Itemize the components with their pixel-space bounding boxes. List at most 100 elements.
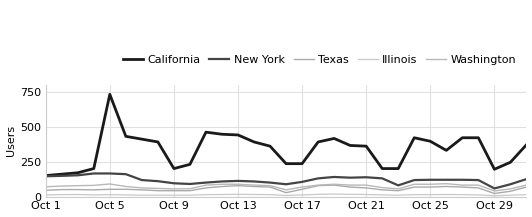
Washington: [395, 187, 402, 190]
Washington: [507, 187, 513, 190]
Texas: [491, 192, 497, 195]
Washington: [411, 183, 418, 186]
Washington: [106, 183, 113, 185]
Washington: [171, 187, 177, 190]
Illinois: [123, 194, 129, 196]
Washington: [299, 186, 305, 188]
Illinois: [459, 193, 466, 196]
California: [443, 149, 450, 152]
Illinois: [267, 193, 273, 196]
California: [155, 141, 161, 143]
Line: Texas: Texas: [46, 185, 527, 194]
Illinois: [171, 194, 177, 196]
Line: Illinois: Illinois: [46, 194, 527, 196]
Illinois: [251, 193, 257, 196]
Washington: [203, 184, 209, 186]
New York: [123, 173, 129, 176]
Line: New York: New York: [46, 173, 527, 188]
Texas: [74, 188, 81, 191]
Texas: [251, 185, 257, 188]
California: [379, 167, 385, 170]
New York: [379, 177, 385, 180]
Washington: [491, 190, 497, 192]
Washington: [331, 183, 337, 186]
Texas: [459, 186, 466, 188]
New York: [235, 180, 241, 182]
New York: [251, 180, 257, 183]
California: [59, 173, 65, 176]
Illinois: [507, 194, 513, 196]
Texas: [59, 188, 65, 191]
California: [123, 135, 129, 138]
Texas: [171, 189, 177, 192]
New York: [331, 176, 337, 178]
Texas: [411, 186, 418, 188]
California: [363, 145, 369, 148]
Texas: [379, 189, 385, 191]
Washington: [123, 185, 129, 188]
California: [395, 167, 402, 170]
Texas: [106, 188, 113, 191]
New York: [74, 174, 81, 177]
Legend: California, New York, Texas, Illinois, Washington: California, New York, Texas, Illinois, W…: [118, 51, 521, 70]
Illinois: [106, 193, 113, 196]
Washington: [155, 187, 161, 190]
New York: [347, 176, 353, 179]
California: [299, 162, 305, 165]
Washington: [459, 184, 466, 186]
Texas: [507, 190, 513, 192]
Washington: [267, 184, 273, 187]
Illinois: [427, 193, 434, 196]
Washington: [90, 184, 97, 187]
Texas: [267, 186, 273, 188]
California: [251, 141, 257, 143]
New York: [363, 176, 369, 179]
California: [90, 167, 97, 170]
California: [187, 163, 193, 166]
California: [347, 144, 353, 147]
Texas: [139, 189, 145, 191]
Illinois: [331, 193, 337, 195]
Texas: [347, 186, 353, 188]
Illinois: [363, 193, 369, 196]
Texas: [219, 185, 225, 188]
Washington: [219, 183, 225, 186]
California: [171, 167, 177, 170]
New York: [187, 183, 193, 185]
California: [283, 162, 289, 165]
Washington: [347, 184, 353, 186]
California: [411, 136, 418, 139]
Illinois: [90, 194, 97, 196]
New York: [475, 179, 481, 181]
New York: [315, 177, 321, 180]
Illinois: [187, 194, 193, 196]
Texas: [123, 188, 129, 191]
Illinois: [379, 194, 385, 196]
Texas: [395, 189, 402, 192]
Washington: [59, 185, 65, 187]
Illinois: [315, 193, 321, 196]
Illinois: [475, 194, 481, 196]
California: [106, 93, 113, 96]
California: [43, 174, 49, 177]
Texas: [523, 186, 530, 188]
California: [235, 134, 241, 136]
New York: [491, 187, 497, 190]
California: [315, 141, 321, 143]
Illinois: [395, 194, 402, 196]
Illinois: [219, 193, 225, 196]
Illinois: [203, 193, 209, 196]
New York: [106, 172, 113, 175]
Line: California: California: [46, 94, 527, 176]
New York: [219, 180, 225, 183]
Illinois: [283, 194, 289, 197]
New York: [523, 178, 530, 180]
New York: [443, 178, 450, 181]
California: [74, 171, 81, 174]
Texas: [43, 189, 49, 192]
Y-axis label: Users: Users: [5, 125, 15, 156]
Illinois: [523, 193, 530, 196]
New York: [171, 182, 177, 185]
New York: [299, 181, 305, 183]
New York: [395, 184, 402, 187]
